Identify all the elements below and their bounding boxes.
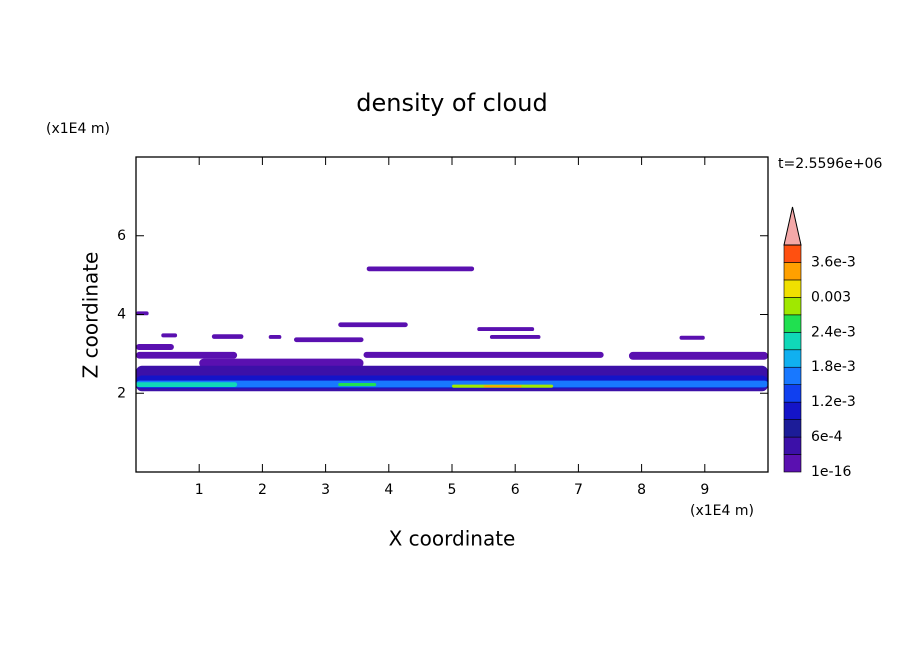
colorbar-swatch: [783, 419, 802, 438]
contour-region: [268, 334, 282, 339]
y-tick-label: 4: [117, 307, 126, 323]
colorbar-swatch: [783, 314, 802, 333]
x-tick-label: 1: [195, 482, 204, 498]
y-tick-label: 2: [117, 385, 126, 401]
contour-region: [211, 334, 244, 339]
x-tick-label: 6: [511, 482, 520, 498]
x-tick-label: 3: [321, 482, 330, 498]
y-tick-label: 6: [117, 228, 126, 244]
colorbar-swatch: [783, 332, 802, 351]
contour-region: [161, 333, 178, 338]
x-tick-label: 8: [637, 482, 646, 498]
contour-region: [477, 327, 535, 332]
colorbar-swatch: [783, 262, 802, 281]
colorbar-swatch: [783, 366, 802, 385]
x-tick-label: 4: [384, 482, 393, 498]
contour-region: [489, 334, 541, 339]
y-axis-label: Z coordinate: [79, 252, 103, 379]
colorbar-label: 1e-16: [811, 464, 851, 480]
contour-region: [136, 380, 768, 388]
contour-region: [366, 266, 475, 272]
contour-region: [628, 351, 768, 360]
contour-region: [136, 382, 238, 387]
colorbar-label: 6e-4: [811, 429, 843, 445]
colorbar-label: 1.2e-3: [811, 394, 856, 410]
colorbar-swatch: [783, 297, 802, 316]
chart-title: density of cloud: [356, 89, 547, 117]
colorbar-extend: [783, 206, 802, 246]
colorbar-swatch: [783, 454, 802, 473]
contour-region: [338, 322, 408, 328]
colorbar-label: 0.003: [811, 289, 851, 305]
x-unit: (x1E4 m): [690, 503, 754, 519]
colorbar-swatch: [783, 279, 802, 298]
colorbar-swatch: [783, 244, 802, 263]
colorbar-label: 2.4e-3: [811, 324, 856, 340]
colorbar-swatch: [783, 401, 802, 420]
x-tick-label: 5: [448, 482, 457, 498]
contour-region: [338, 383, 377, 387]
contour-region: [136, 351, 238, 359]
x-tick-label: 7: [574, 482, 583, 498]
colorbar-swatch: [783, 349, 802, 368]
x-axis-label: X coordinate: [389, 527, 516, 551]
colorbar-swatch: [783, 436, 802, 455]
y-unit: (x1E4 m): [46, 121, 110, 137]
contour-region: [363, 351, 604, 358]
contour-region: [136, 344, 174, 350]
contour-region: [199, 358, 364, 368]
x-tick-label: 2: [258, 482, 267, 498]
time-label: t=2.5596e+06: [778, 156, 882, 172]
plot-area: [136, 266, 768, 392]
plot-frame: [135, 156, 769, 473]
colorbar-label: 1.8e-3: [811, 359, 856, 375]
x-tick-label: 9: [700, 482, 709, 498]
contour-region: [483, 385, 522, 388]
colorbar-label: 3.6e-3: [811, 254, 856, 270]
contour-region: [294, 337, 364, 343]
colorbar-swatch: [783, 384, 802, 403]
contour-region: [679, 335, 705, 340]
